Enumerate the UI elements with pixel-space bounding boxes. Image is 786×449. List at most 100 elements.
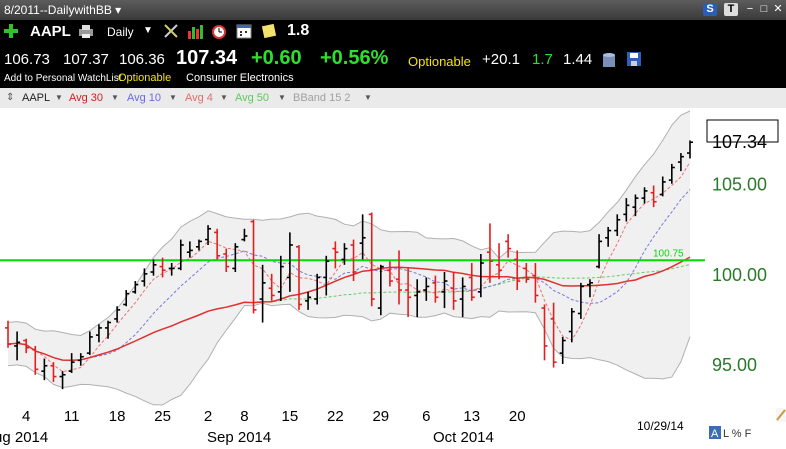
legend-avg30-dropdown-icon[interactable]: ▼ (111, 93, 119, 102)
maximize-button[interactable]: □ (760, 3, 768, 15)
price-bar (423, 277, 430, 301)
period-dropdown-icon[interactable]: ▼ (143, 25, 153, 36)
price-bar (295, 244, 302, 310)
price-bar (550, 302, 557, 368)
last-price-axis-label: 107.34 (712, 132, 767, 152)
date-tick-label: 8 (240, 408, 248, 425)
price-bar (650, 185, 657, 208)
symbol-label[interactable]: AAPL (30, 23, 71, 40)
optionable-label: Optionable (408, 54, 471, 69)
price-bar (259, 264, 266, 323)
auto-scale-box[interactable] (709, 426, 721, 439)
date-tick-label: 6 (422, 408, 430, 425)
price-bar (505, 234, 512, 258)
legend-symbol[interactable]: AAPL (22, 92, 51, 104)
industry-label: Consumer Electronics (186, 72, 294, 84)
price-bar (214, 228, 221, 260)
printer-icon[interactable] (78, 24, 94, 38)
chart-toolbar: AAPL Daily ▼ 1.8 (0, 20, 786, 44)
indicator-bars-icon[interactable] (187, 23, 204, 39)
price-bar (350, 239, 357, 282)
price-bar (205, 225, 212, 245)
price-bar (241, 228, 248, 242)
date-tick-label: 25 (154, 408, 171, 425)
date-tick-label: 20 (509, 408, 526, 425)
avg50-line (7, 264, 691, 361)
quote-bar: 106.73 107.37 106.36 107.34 +0.60 +0.56%… (0, 44, 786, 70)
tools-icon[interactable] (163, 23, 179, 39)
price-bar (568, 308, 575, 343)
price-bar (195, 239, 202, 251)
price-change-pct: +0.56% (320, 47, 389, 69)
price-bar (523, 263, 530, 283)
price-bar (159, 257, 166, 278)
note-icon[interactable] (261, 23, 277, 39)
price-bar (477, 254, 484, 298)
price-bar (323, 255, 330, 296)
price-bar (623, 198, 630, 222)
price-bar (541, 304, 548, 361)
price-bar (132, 281, 139, 294)
price-chart[interactable]: 100.75 95.00 100.00 105.00 107.34 4 11 18 25 2… (0, 108, 786, 449)
price-bar (59, 371, 66, 390)
auto-scale-letter: A (711, 428, 719, 440)
title-bar: 8/2011--DailywithBB ▾ S T − □ ✕ (0, 0, 786, 20)
scale-options[interactable]: L % F (723, 428, 752, 440)
avg30-line (7, 256, 691, 362)
month-label: Sep 2014 (207, 429, 271, 446)
scale-toggle[interactable]: A L % F (709, 426, 752, 440)
price-bar (605, 226, 612, 247)
legend-avg10-dropdown-icon[interactable]: ▼ (169, 93, 177, 102)
date-tick-label: 11 (64, 408, 80, 425)
price-bar (468, 263, 475, 301)
period-label[interactable]: Daily (107, 25, 134, 39)
pencil-icon[interactable] (776, 408, 786, 422)
price-bar (5, 320, 11, 348)
legend-avg50[interactable]: Avg 50 (235, 92, 270, 104)
metric-1: +20.1 (482, 51, 520, 68)
price-bar (32, 345, 39, 375)
price-bar (114, 306, 121, 323)
price-bar (341, 243, 348, 265)
date-tick-label: 22 (327, 408, 344, 425)
price-bar (641, 187, 648, 204)
legend-expand-icon[interactable]: ⇕ (6, 92, 15, 103)
legend-bband[interactable]: BBand 15 2 (293, 92, 351, 104)
chart-title[interactable]: 8/2011--DailywithBB ▾ (4, 3, 122, 17)
s-menu-button[interactable]: S (703, 3, 717, 16)
trend-line-label: 100.75 (653, 248, 684, 259)
price-bars (5, 140, 693, 390)
database-icon[interactable] (602, 52, 616, 68)
price-bar (105, 320, 112, 339)
legend-avg10[interactable]: Avg 10 (127, 92, 162, 104)
legend-avg50-dropdown-icon[interactable]: ▼ (278, 93, 286, 102)
price-bar (268, 273, 275, 301)
legend-avg30[interactable]: Avg 30 (69, 92, 104, 104)
minimize-button[interactable]: − (746, 3, 754, 15)
watchlist-link[interactable]: Add to Personal WatchList (4, 73, 122, 84)
price-chart-area[interactable]: 100.75 95.00 100.00 105.00 107.34 4 11 18 25 2… (0, 108, 786, 449)
avg4-line (7, 161, 691, 373)
legend-symbol-dropdown-icon[interactable]: ▼ (55, 93, 63, 102)
legend-bband-dropdown-icon[interactable]: ▼ (364, 93, 372, 102)
price-bar (68, 353, 75, 373)
current-date-label: 10/29/14 (637, 419, 684, 433)
close-button[interactable]: ✕ (773, 3, 783, 15)
alarm-clock-icon[interactable] (211, 23, 227, 39)
price-bar (441, 272, 448, 309)
price-bar (359, 214, 366, 260)
date-axis: 4 11 18 25 2 8 15 22 29 6 13 20 ug 2014 Sep 2014 Oct 2… (0, 408, 526, 446)
price-bar (286, 232, 293, 292)
add-plus-icon[interactable] (3, 23, 19, 39)
last-price-box (706, 119, 779, 143)
save-disk-icon[interactable] (626, 51, 642, 67)
price-bar (305, 291, 312, 310)
t-menu-button[interactable]: T (724, 3, 738, 16)
legend-avg4-dropdown-icon[interactable]: ▼ (220, 93, 228, 102)
calendar-icon[interactable] (236, 23, 252, 39)
date-axis-background (0, 400, 705, 449)
price-bar (596, 234, 603, 269)
price-bar (459, 277, 466, 318)
legend-avg4[interactable]: Avg 4 (185, 92, 213, 104)
price-bar (150, 259, 157, 276)
